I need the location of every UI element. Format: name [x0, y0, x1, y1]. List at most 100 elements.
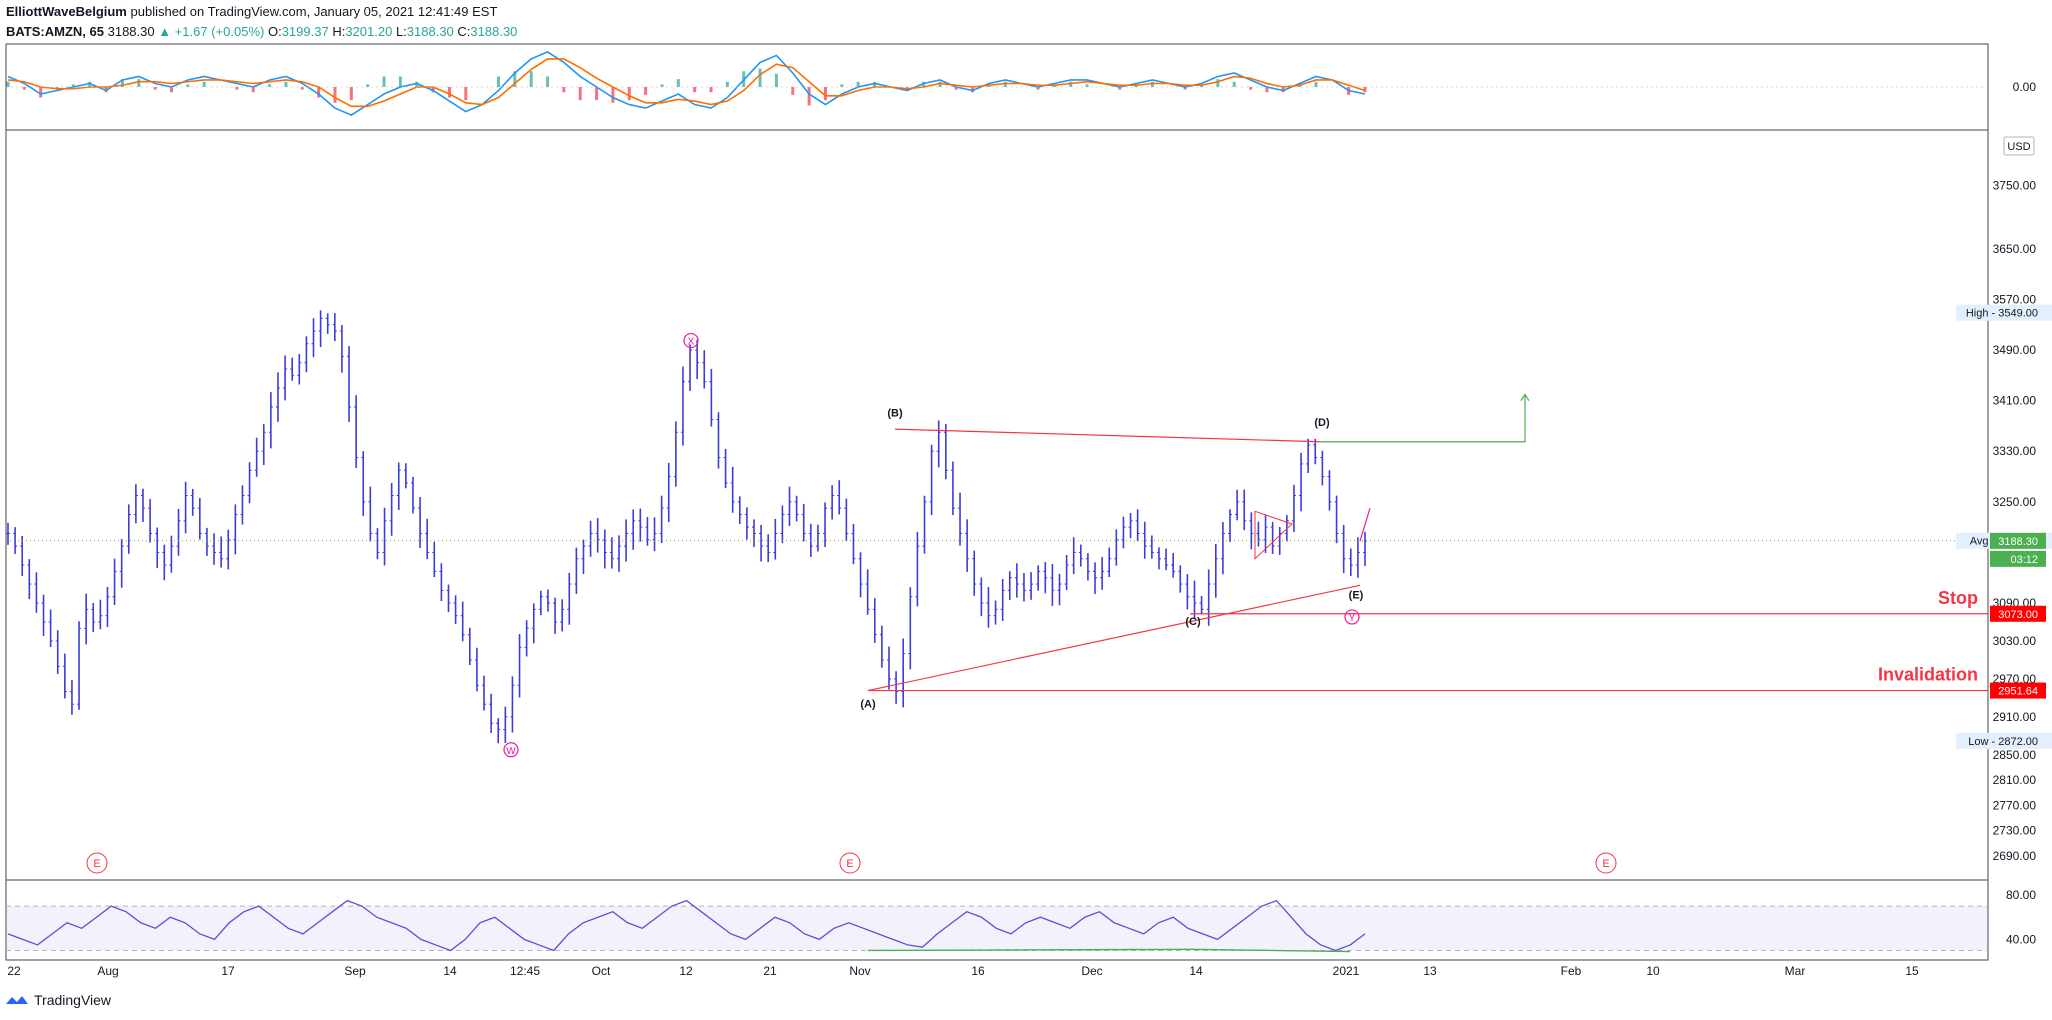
small-triangle: [1254, 510, 1293, 560]
target-arrow-head: [1520, 393, 1530, 401]
footer: TradingView: [4, 992, 111, 1008]
time-axis-tick: Nov: [849, 964, 870, 978]
triangle-lower-line: [867, 584, 1361, 692]
currency-badge: [2003, 136, 2035, 156]
target-projection-line: [1320, 394, 1526, 443]
rsi-indicator: [6, 899, 1988, 953]
time-axis-tick: Mar: [1785, 964, 1806, 978]
axes-group: 3750.00 3650.00 3570.00 3490.00 3410.00 3330.…: [7, 80, 2052, 978]
ohlc-line: BATS:AMZN, 65 3188.30 ▲ +1.67 (+0.05%) O…: [6, 22, 517, 42]
symbol-label: BATS:AMZN, 65: [6, 24, 104, 39]
time-axis-tick: 12:45: [510, 964, 540, 978]
open-label: O:: [267, 24, 282, 39]
time-axis-tick: 17: [221, 964, 235, 978]
high-label: H:: [332, 24, 346, 39]
macd-line: [7, 50, 1366, 116]
tradingview-brand[interactable]: TradingView: [34, 992, 112, 1008]
time-axis-tick: 15: [1905, 964, 1919, 978]
close-value: 3188.30: [470, 24, 518, 39]
earnings-event-label: E: [1602, 858, 1609, 870]
time-axis-tick: 12: [679, 964, 693, 978]
low-value: 3188.30: [406, 24, 454, 39]
earnings-event-marker: [839, 852, 861, 874]
wave-circle-label-x: X: [688, 337, 695, 348]
macd-axis-tick: 0.00: [2013, 80, 2037, 94]
high-price-tag: [1956, 304, 2052, 321]
stop-label: Stop: [1938, 588, 1978, 608]
chart-header: ElliottWaveBelgium published on TradingV…: [6, 2, 517, 42]
time-axis-tick: 13: [1423, 964, 1437, 978]
time-axis-tick: Feb: [1561, 964, 1582, 978]
time-axis-tick: Sep: [344, 964, 366, 978]
macd-signal-line: [7, 58, 1366, 108]
annotation-group: Stop Invalidation (A) (B) (C) (D) (E) W X Y E E E: [6, 332, 1988, 874]
price-pane[interactable]: [5, 129, 1989, 881]
price-change: ▲ +1.67 (+0.05%): [158, 24, 265, 39]
last-price-tag-text: 3188.30: [1998, 536, 2038, 548]
wave-circle-x: [683, 332, 699, 349]
last-price-tag: [1990, 532, 2046, 549]
time-axis-tick: Dec: [1081, 964, 1102, 978]
earnings-event-label: E: [846, 858, 853, 870]
countdown-tag-text: 03:12: [2010, 554, 2038, 566]
price-axis-tick: 3650.00: [1993, 242, 2037, 256]
price-axis-tick: 3490.00: [1993, 343, 2037, 357]
rsi-line: [7, 899, 1366, 952]
macd-indicator: [6, 50, 1988, 116]
price-axis-tick: 3750.00: [1993, 179, 2037, 193]
price-axis-tick: 3250.00: [1993, 495, 2037, 509]
last-price: 3188.30: [107, 24, 155, 39]
wave-circle-w: [503, 742, 519, 758]
rsi-divergence-line-2: [1189, 948, 1351, 953]
earnings-event-label: E: [93, 858, 100, 870]
high-value: 3201.20: [345, 24, 393, 39]
wave-label-d: (D): [1314, 417, 1330, 429]
price-axis-tick: 3030.00: [1993, 634, 2037, 648]
time-axis-tick: 14: [443, 964, 457, 978]
time-axis-tick: 16: [971, 964, 985, 978]
price-axis-tick: 2970.00: [1993, 672, 2037, 686]
publish-line: ElliottWaveBelgium published on TradingV…: [6, 2, 517, 22]
invalidation-label: Invalidation: [1878, 665, 1978, 685]
price-axis-tick: 3330.00: [1993, 444, 2037, 458]
time-axis-tick: Aug: [97, 964, 118, 978]
time-axis-tick: 2021: [1333, 964, 1360, 978]
time-axis-tick: Oct: [592, 964, 611, 978]
price-series-group: [6, 310, 1367, 744]
tradingview-logo-icon: [6, 996, 28, 1004]
wave-circle-label-y: Y: [1349, 613, 1356, 624]
rsi-axis-tick: 80.00: [2006, 888, 2036, 902]
triangle-upper-line: [894, 428, 1321, 443]
price-axis-tick: 2770.00: [1993, 798, 2037, 812]
low-price-tag: [1956, 732, 2052, 749]
low-label: L:: [395, 24, 407, 39]
wave-label-e: (E): [1349, 590, 1364, 602]
time-axis-tick: 14: [1189, 964, 1203, 978]
author-name[interactable]: ElliottWaveBelgium: [6, 4, 127, 19]
wave-circle-y: [1344, 609, 1360, 625]
price-axis-tick: 2810.00: [1993, 773, 2037, 787]
wave-label-a: (A): [860, 698, 876, 710]
time-axis-tick: 21: [763, 964, 777, 978]
wave-circle-label-w: W: [506, 746, 516, 757]
earnings-event-marker: [1595, 852, 1617, 874]
wave-label-c: (C): [1185, 616, 1201, 628]
invalidation-price-tag-text: 2951.64: [1998, 686, 2038, 698]
wave-arrow: [1359, 507, 1371, 542]
currency-badge-label: USD: [2007, 141, 2030, 153]
low-price-tag-text: Low - 2872.00: [1968, 736, 2038, 748]
time-axis-tick: 10: [1646, 964, 1660, 978]
price-axis-tick: 3410.00: [1993, 394, 2037, 408]
high-price-tag-text: High - 3549.00: [1966, 308, 2038, 320]
price-axis-tick: 2850.00: [1993, 748, 2037, 762]
price-axis-tick: 3570.00: [1993, 292, 2037, 306]
publish-info: published on TradingView.com, January 05…: [130, 4, 498, 19]
stop-price-tag: [1990, 605, 2046, 622]
rsi-divergence-line-1: [867, 948, 1191, 952]
countdown-tag: [1990, 550, 2046, 567]
invalidation-price-tag: [1990, 682, 2046, 699]
wave-label-b: (B): [887, 407, 903, 419]
price-axis-tick: 2690.00: [1993, 849, 2037, 863]
stop-price-tag-text: 3073.00: [1998, 609, 2038, 621]
